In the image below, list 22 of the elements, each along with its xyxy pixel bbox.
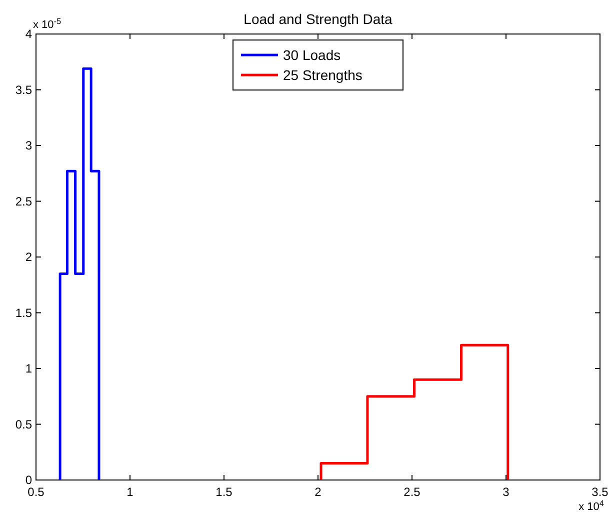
y-tick-label: 1 [25,362,32,376]
y-tick-label: 0 [25,473,32,487]
y-tick-label: 0.5 [15,417,32,432]
y-tick-label: 3 [25,138,32,152]
text: x 10$^{-5}$ [33,16,62,31]
x-tick-label: 2.5 [404,485,421,499]
x-tick-label: 3.5 [592,485,608,499]
chart-title: Load and Strength Data [244,11,393,27]
y-tick-label: 2 [25,250,32,264]
x-tick-label: 2 [314,485,322,499]
x-tick-label: 3 [502,485,510,499]
legend-label: 25 Strengths [283,67,362,83]
y-tick-label: 1.5 [15,306,32,320]
x-tick-label: 1.5 [216,485,233,499]
line-series [58,67,100,482]
y-tick-label: 2.5 [15,194,32,208]
y-tick-label: 4 [25,27,32,41]
text: x 10$^{4}$ [578,498,604,513]
line-series [320,344,510,482]
legend-label: 30 Loads [283,47,341,63]
y-tick-label: 3.5 [15,82,32,97]
x-tick-label: 1 [126,485,134,499]
